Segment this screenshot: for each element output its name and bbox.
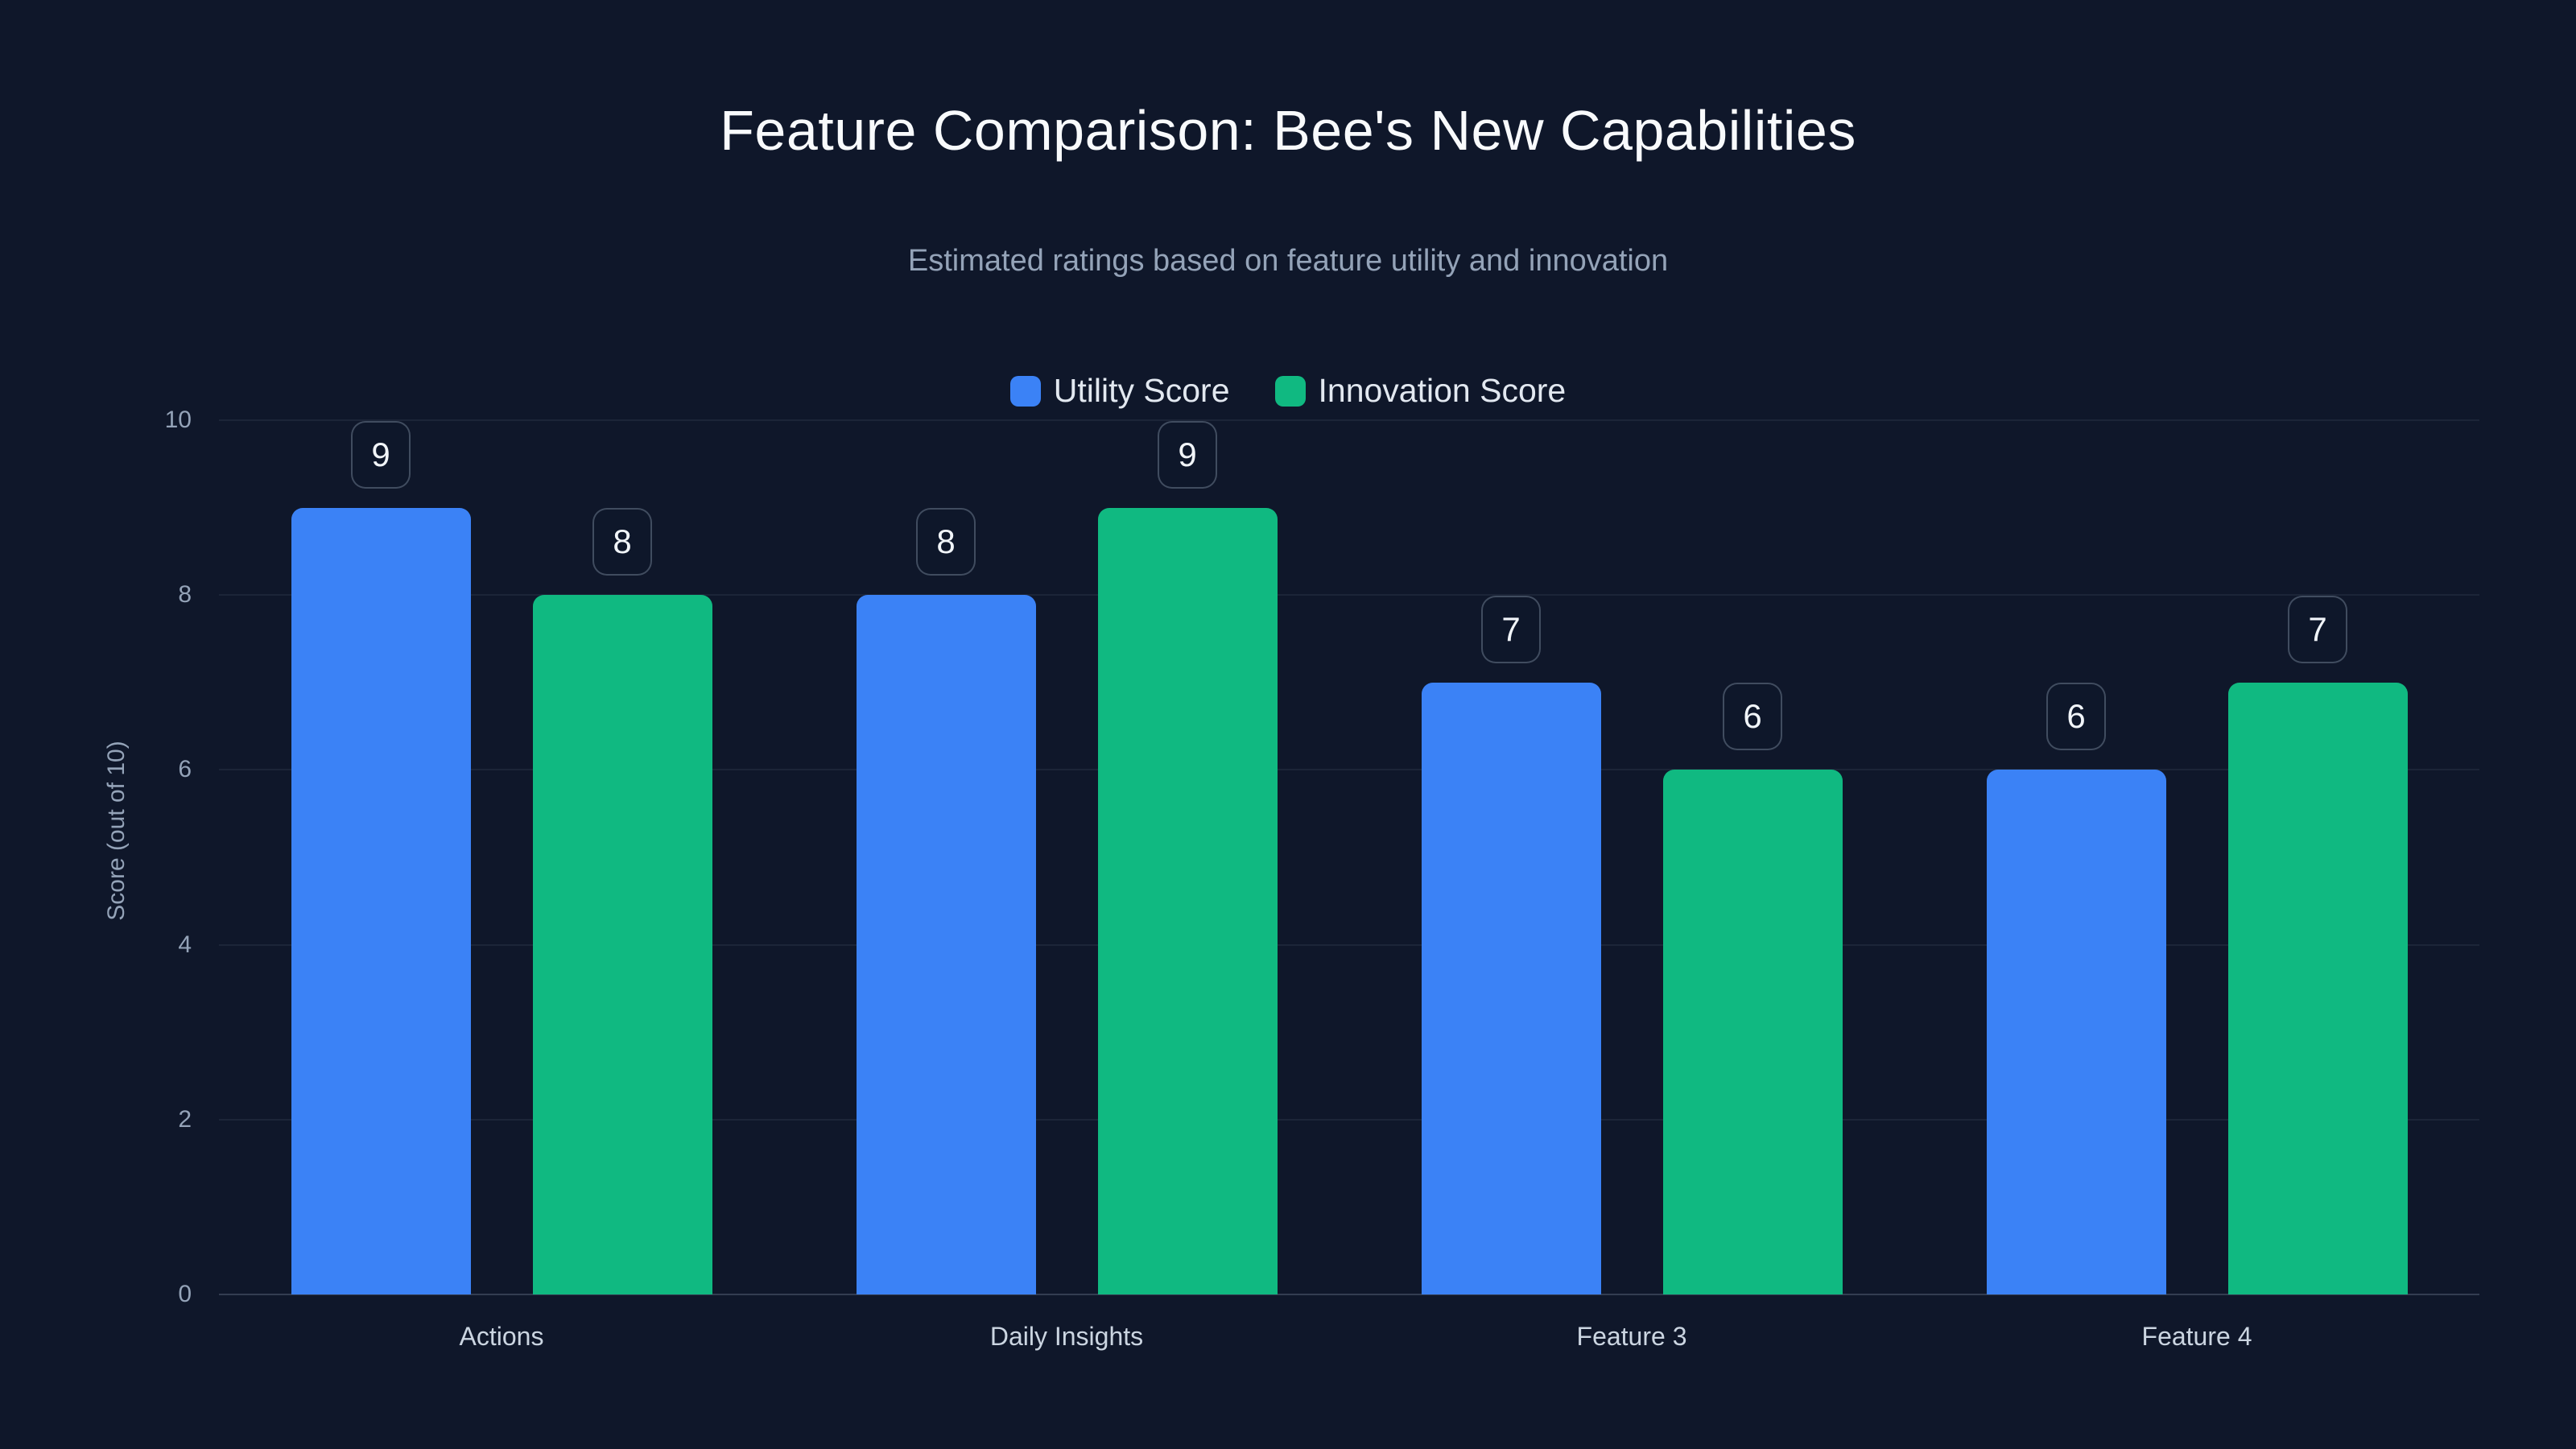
y-axis-title: Score (out of 10)	[103, 741, 130, 921]
bar-value-label: 8	[592, 508, 652, 576]
bar-innovation-score[interactable]	[1097, 507, 1278, 1294]
bar-innovation-score[interactable]	[1662, 770, 1843, 1294]
bar-value-label: 8	[916, 508, 976, 576]
x-axis-category-label: Feature 4	[2141, 1322, 2252, 1351]
gridline	[219, 1118, 2479, 1121]
y-tick-label: 4	[178, 931, 192, 958]
bar-innovation-score[interactable]	[2227, 682, 2408, 1294]
bar-innovation-score[interactable]	[532, 595, 712, 1294]
chart-title: Feature Comparison: Bee's New Capabiliti…	[720, 99, 1856, 162]
legend-swatch-icon	[1009, 375, 1041, 407]
legend: Utility Score Innovation Score	[0, 372, 2576, 410]
bar-value-label: 9	[351, 420, 411, 489]
y-tick-label: 10	[164, 407, 192, 433]
gridline	[219, 419, 2479, 421]
bar-value-label: 9	[1158, 420, 1217, 489]
legend-swatch-icon	[1274, 375, 1306, 407]
bar-value-label: 7	[1481, 595, 1541, 663]
y-tick-label: 8	[178, 581, 192, 609]
gridline	[219, 769, 2479, 771]
gridline	[219, 943, 2479, 946]
x-axis-category-label: Feature 3	[1576, 1322, 1687, 1351]
bar-value-label: 6	[1723, 683, 1782, 751]
bar-utility-score[interactable]	[1986, 770, 2166, 1294]
x-axis-category-label: Actions	[459, 1322, 544, 1351]
legend-label: Innovation Score	[1318, 372, 1567, 409]
gridline	[219, 594, 2479, 597]
bar-utility-score[interactable]	[291, 507, 471, 1294]
bar-utility-score[interactable]	[856, 595, 1036, 1294]
chart-subtitle: Estimated ratings based on feature utili…	[907, 244, 1669, 278]
x-axis-category-label: Daily Insights	[989, 1322, 1144, 1351]
y-tick-label: 6	[178, 756, 192, 783]
bar-value-label: 6	[2046, 683, 2106, 751]
bar-value-label: 7	[2288, 595, 2347, 663]
legend-item-innovation-score[interactable]: Innovation Score	[1274, 372, 1567, 410]
x-axis-line	[219, 1294, 2479, 1295]
legend-label: Utility Score	[1053, 372, 1230, 409]
y-tick-label: 0	[178, 1281, 192, 1307]
bar-utility-score[interactable]	[1421, 682, 1601, 1294]
y-tick-label: 2	[178, 1105, 192, 1133]
legend-item-utility-score[interactable]: Utility Score	[1009, 372, 1230, 410]
